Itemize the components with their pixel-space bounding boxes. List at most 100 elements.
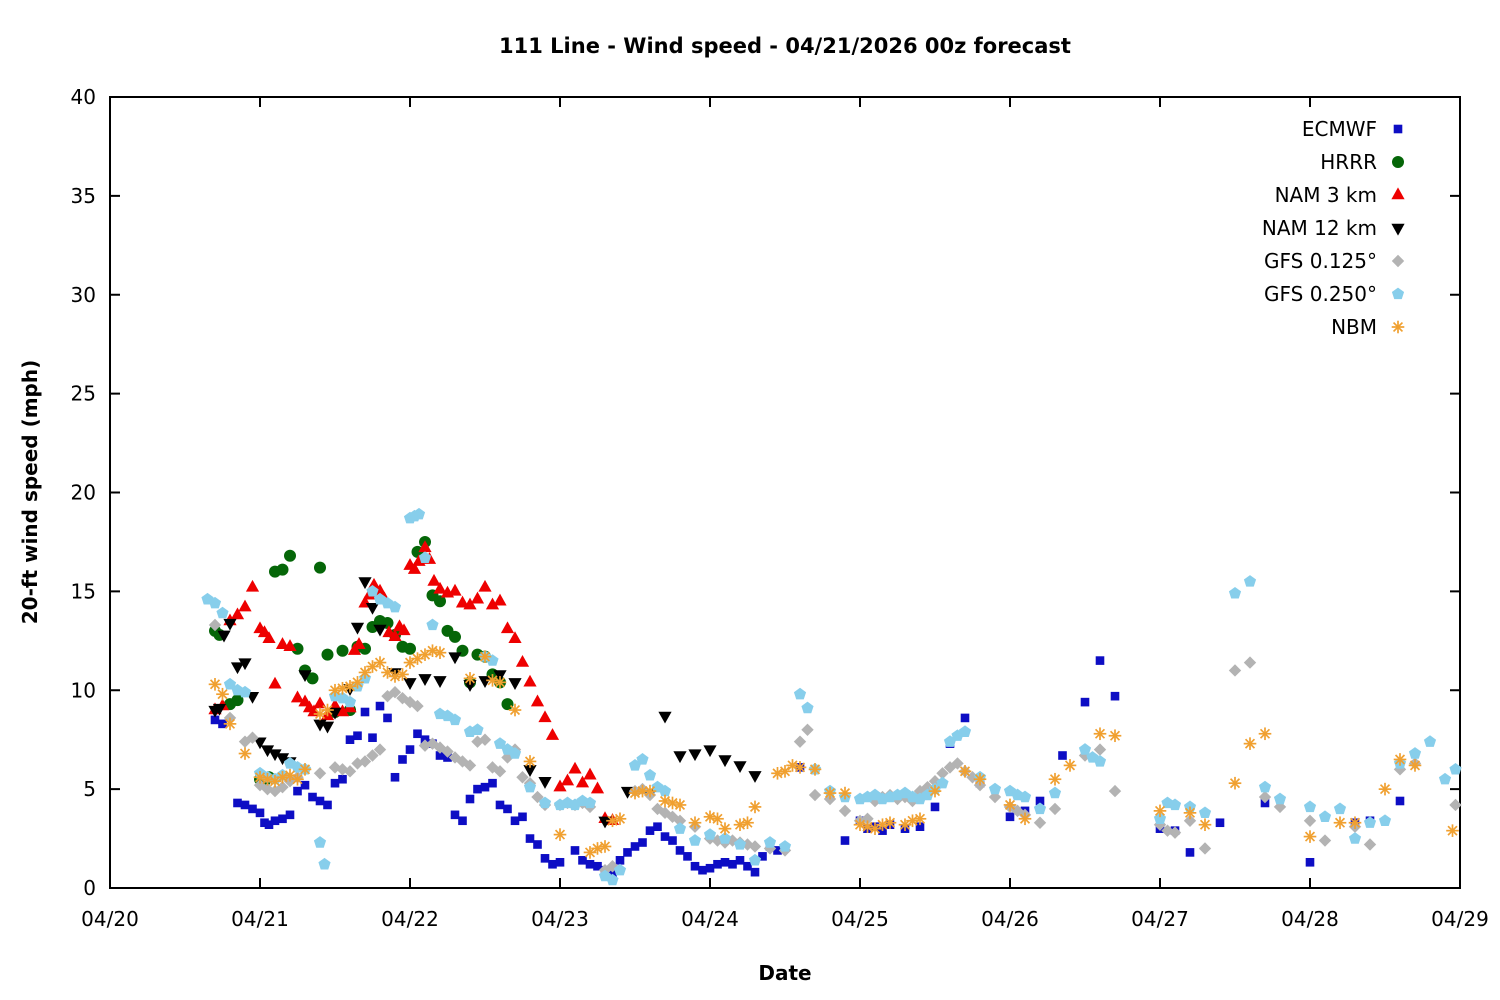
pentagon-marker (1303, 800, 1317, 813)
diamond-marker (673, 814, 687, 827)
triangle-down-marker (403, 678, 417, 690)
asterisk-marker (321, 703, 334, 717)
triangle-down-marker (538, 777, 552, 789)
pentagon-marker (763, 836, 777, 848)
triangle-up-marker (397, 623, 411, 636)
pentagon-marker (958, 725, 972, 737)
square-marker (510, 816, 520, 826)
triangle-up-marker (427, 573, 441, 586)
triangle-up-marker (455, 595, 470, 608)
diamond-marker (328, 761, 342, 774)
legend-label: GFS 0.250° (1264, 282, 1377, 306)
pentagon-marker (1018, 790, 1032, 803)
asterisk-marker (1348, 816, 1362, 830)
asterisk-marker (328, 683, 342, 697)
pentagon-marker (493, 737, 507, 749)
series-nam-3-km (208, 540, 620, 825)
square-marker (375, 701, 385, 711)
pentagon-marker (1048, 786, 1062, 799)
legend-entry-gfs-0-250-: GFS 0.250° (1264, 282, 1405, 306)
circle-marker (321, 648, 334, 661)
asterisk-marker (238, 747, 252, 760)
asterisk-marker (1108, 729, 1122, 743)
triangle-down-marker (350, 622, 365, 635)
square-marker (264, 820, 274, 830)
series-ecmwf (210, 656, 1405, 879)
diamond-marker (1078, 749, 1092, 762)
triangle-down-marker (217, 630, 231, 643)
square-marker (353, 731, 362, 741)
square-marker (495, 800, 505, 810)
circle-marker (276, 563, 289, 576)
pentagon-marker (748, 853, 762, 866)
series-hrrr (209, 535, 514, 788)
square-marker (533, 840, 542, 849)
diamond-marker (246, 731, 259, 744)
asterisk-marker (906, 814, 919, 828)
square-marker (300, 780, 310, 790)
asterisk-marker (1408, 759, 1422, 772)
square-marker (668, 836, 677, 845)
asterisk-marker (1243, 737, 1257, 750)
square-marker (330, 778, 340, 788)
square-marker (308, 792, 317, 802)
pentagon-marker (508, 747, 522, 759)
pentagon-marker (1378, 814, 1392, 826)
triangle-up-marker (335, 704, 350, 717)
asterisk-marker (808, 763, 822, 776)
square-marker (1215, 818, 1225, 828)
pentagon-marker (1093, 755, 1107, 767)
pentagon-marker (471, 723, 484, 735)
triangle-down-marker (733, 761, 747, 773)
pentagon-marker (1153, 812, 1167, 824)
square-marker (915, 822, 925, 831)
chart-title: 111 Line - Wind speed - 04/21/2026 00z f… (499, 34, 1071, 58)
square-marker (1393, 124, 1403, 134)
triangle-down-marker (478, 676, 492, 688)
pentagon-marker (688, 834, 702, 846)
diamond-marker (1363, 838, 1377, 851)
square-marker (548, 859, 557, 869)
square-marker (270, 816, 280, 826)
triangle-down-marker (418, 674, 432, 686)
square-marker (1185, 848, 1195, 857)
diamond-marker (801, 723, 814, 736)
square-marker (623, 848, 632, 857)
asterisk-marker (883, 816, 897, 830)
triangle-up-marker (560, 773, 575, 786)
legend-entry-nbm: NBM (1331, 315, 1405, 339)
triangle-up-marker (523, 674, 537, 687)
pentagon-marker (1033, 802, 1047, 815)
triangle-up-marker (463, 597, 477, 610)
pentagon-marker (801, 701, 814, 714)
asterisk-marker (1048, 772, 1062, 786)
asterisk-marker (711, 812, 724, 826)
asterisk-marker (688, 816, 702, 830)
pentagon-marker (936, 776, 949, 789)
pentagon-marker (538, 796, 552, 809)
square-marker (840, 836, 850, 845)
square-marker (405, 745, 415, 754)
x-axis-label: Date (758, 961, 812, 985)
square-marker (705, 863, 715, 873)
square-marker (345, 735, 355, 744)
pentagon-marker (793, 687, 807, 700)
asterisk-marker (261, 772, 274, 786)
asterisk-marker (898, 818, 912, 832)
square-marker (653, 822, 662, 831)
pentagon-marker (1078, 743, 1092, 755)
asterisk-marker (358, 666, 372, 679)
triangle-down-marker (212, 703, 227, 716)
pentagon-marker (673, 822, 687, 834)
asterisk-marker (276, 770, 289, 784)
pentagon-marker (643, 768, 657, 781)
legend-label: GFS 0.125° (1264, 249, 1377, 273)
legend-entry-gfs-0-125-: GFS 0.125° (1264, 249, 1405, 273)
triangle-up-marker (283, 639, 297, 651)
triangle-up-marker (347, 643, 362, 655)
x-tick-label: 04/21 (231, 907, 289, 931)
triangle-down-marker (223, 618, 237, 631)
square-marker (450, 810, 460, 820)
legend-entry-nam-12-km: NAM 12 km (1262, 216, 1405, 240)
square-marker (278, 814, 287, 824)
